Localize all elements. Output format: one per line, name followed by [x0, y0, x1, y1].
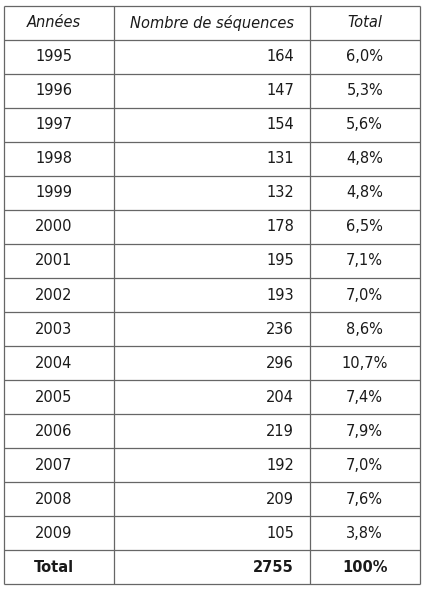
Text: 178: 178 [266, 219, 294, 234]
Text: 7,6%: 7,6% [346, 491, 383, 507]
Text: Nombre de séquences: Nombre de séquences [130, 15, 294, 31]
Text: 1996: 1996 [35, 83, 72, 99]
Text: 236: 236 [266, 322, 294, 336]
Text: 2001: 2001 [35, 254, 73, 268]
Text: 1995: 1995 [35, 50, 72, 64]
Text: 105: 105 [266, 526, 294, 540]
Text: 6,5%: 6,5% [346, 219, 383, 234]
Text: 2755: 2755 [253, 559, 294, 575]
Text: 2008: 2008 [35, 491, 73, 507]
Text: 5,3%: 5,3% [346, 83, 383, 99]
Text: 131: 131 [266, 152, 294, 166]
Text: 193: 193 [266, 287, 294, 303]
Text: 2005: 2005 [35, 389, 73, 405]
Text: 1997: 1997 [35, 117, 73, 132]
Text: 7,4%: 7,4% [346, 389, 383, 405]
Text: 219: 219 [266, 424, 294, 438]
Text: 147: 147 [266, 83, 294, 99]
Text: Années: Années [27, 15, 81, 31]
Text: 132: 132 [266, 185, 294, 201]
Text: 4,8%: 4,8% [346, 152, 383, 166]
Text: 8,6%: 8,6% [346, 322, 383, 336]
Text: 192: 192 [266, 458, 294, 473]
Text: 6,0%: 6,0% [346, 50, 383, 64]
Text: 2003: 2003 [35, 322, 73, 336]
Text: 204: 204 [266, 389, 294, 405]
Text: 1999: 1999 [35, 185, 72, 201]
Text: Total: Total [347, 15, 382, 31]
Text: 1998: 1998 [35, 152, 72, 166]
Text: 7,0%: 7,0% [346, 458, 383, 473]
Text: 100%: 100% [342, 559, 388, 575]
Text: 2002: 2002 [35, 287, 73, 303]
Text: 7,0%: 7,0% [346, 287, 383, 303]
Text: Total: Total [34, 559, 74, 575]
Text: 154: 154 [266, 117, 294, 132]
Text: 10,7%: 10,7% [341, 356, 388, 371]
Text: 2000: 2000 [35, 219, 73, 234]
Text: 7,1%: 7,1% [346, 254, 383, 268]
Text: 2006: 2006 [35, 424, 73, 438]
Text: 4,8%: 4,8% [346, 185, 383, 201]
Text: 2004: 2004 [35, 356, 73, 371]
Text: 2009: 2009 [35, 526, 73, 540]
Text: 209: 209 [266, 491, 294, 507]
Text: 5,6%: 5,6% [346, 117, 383, 132]
Text: 164: 164 [266, 50, 294, 64]
Text: 2007: 2007 [35, 458, 73, 473]
Text: 296: 296 [266, 356, 294, 371]
Text: 7,9%: 7,9% [346, 424, 383, 438]
Text: 3,8%: 3,8% [346, 526, 383, 540]
Text: 195: 195 [266, 254, 294, 268]
